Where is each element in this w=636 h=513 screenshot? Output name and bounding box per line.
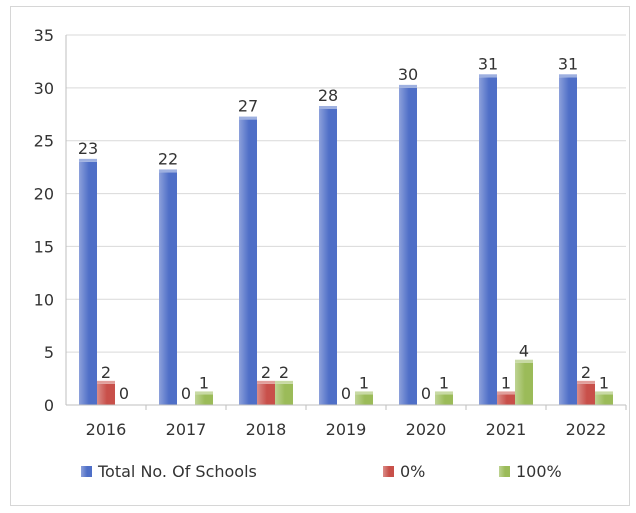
y-tick-label: 10 <box>34 290 54 309</box>
bar-top <box>559 74 577 78</box>
data-label: 1 <box>199 373 209 392</box>
bar <box>577 383 595 405</box>
data-label: 4 <box>519 342 529 361</box>
bar-top <box>479 74 497 78</box>
bar <box>319 109 337 405</box>
x-tick-label: 2021 <box>486 420 527 439</box>
bar-top <box>275 380 293 384</box>
data-label: 2 <box>101 363 111 382</box>
bar-top <box>319 106 337 109</box>
legend-label: 0% <box>400 462 425 481</box>
x-tick-label: 2018 <box>246 420 287 439</box>
bar <box>195 394 213 405</box>
y-tick-label: 15 <box>34 237 54 256</box>
bar <box>399 87 417 405</box>
x-tick-label: 2020 <box>406 420 447 439</box>
data-label: 1 <box>359 373 369 392</box>
bar-top <box>515 359 533 363</box>
bar-top <box>435 391 453 395</box>
data-label: 0 <box>181 384 191 403</box>
data-label: 1 <box>599 373 609 392</box>
y-tick-label: 5 <box>44 343 54 362</box>
data-label: 23 <box>78 139 98 158</box>
x-tick-label: 2017 <box>166 420 207 439</box>
data-label: 27 <box>238 97 258 116</box>
axes <box>65 35 627 410</box>
x-tick-label: 2016 <box>86 420 127 439</box>
data-label: 2 <box>581 363 591 382</box>
y-tick-label: 20 <box>34 185 54 204</box>
data-label: 2 <box>261 363 271 382</box>
legend-swatch <box>81 466 92 477</box>
bar <box>79 161 97 405</box>
data-label: 0 <box>119 384 129 403</box>
data-label: 31 <box>558 54 578 73</box>
legend-swatch <box>383 466 394 477</box>
bar-top <box>355 391 373 395</box>
bar <box>355 394 373 405</box>
y-tick-label: 35 <box>34 26 54 45</box>
bar <box>497 394 515 405</box>
bar <box>595 394 613 405</box>
y-tick-label: 30 <box>34 79 54 98</box>
data-label: 2 <box>279 363 289 382</box>
legend: Total No. Of Schools 0% 100% <box>81 462 562 481</box>
bar <box>239 119 257 406</box>
y-tick-label: 25 <box>34 132 54 151</box>
data-label: 31 <box>478 54 498 73</box>
bar <box>159 172 177 405</box>
data-label: 1 <box>439 373 449 392</box>
bar-top <box>595 391 613 395</box>
bar-top <box>97 380 115 384</box>
legend-label: Total No. Of Schools <box>97 462 257 481</box>
bar <box>257 383 275 405</box>
data-label: 0 <box>421 384 431 403</box>
data-label: 28 <box>318 86 338 105</box>
bars <box>79 74 613 406</box>
gridlines <box>66 34 626 406</box>
bar-top <box>239 116 257 120</box>
data-label: 0 <box>341 384 351 403</box>
chart-frame: 0 5 10 15 20 25 30 35 23 2 0 22 0 1 27 2 2 28 0 1 30 0 1 31 1 4 3… <box>10 6 630 506</box>
bar <box>479 77 497 406</box>
data-label: 1 <box>501 373 511 392</box>
legend-label: 100% <box>516 462 562 481</box>
x-tick-label: 2019 <box>326 420 367 439</box>
x-axis-ticks: 2016 2017 2018 2019 2020 2021 2022 <box>86 420 607 439</box>
bar-top <box>195 391 213 395</box>
bar <box>97 383 115 405</box>
x-tick-label: 2022 <box>566 420 607 439</box>
legend-swatch <box>499 466 510 477</box>
bar <box>435 394 453 405</box>
bar-top <box>79 158 97 162</box>
y-axis-ticks: 0 5 10 15 20 25 30 35 <box>34 26 54 415</box>
bar <box>275 383 293 405</box>
data-label: 30 <box>398 65 418 84</box>
bar <box>515 362 533 405</box>
bar-top <box>577 380 595 384</box>
bar-top <box>159 169 177 173</box>
bar-top <box>399 84 417 88</box>
bar <box>559 77 577 406</box>
data-label: 22 <box>158 149 178 168</box>
bar-top <box>257 380 275 384</box>
y-tick-label: 0 <box>44 396 54 415</box>
bar-top <box>497 391 515 395</box>
